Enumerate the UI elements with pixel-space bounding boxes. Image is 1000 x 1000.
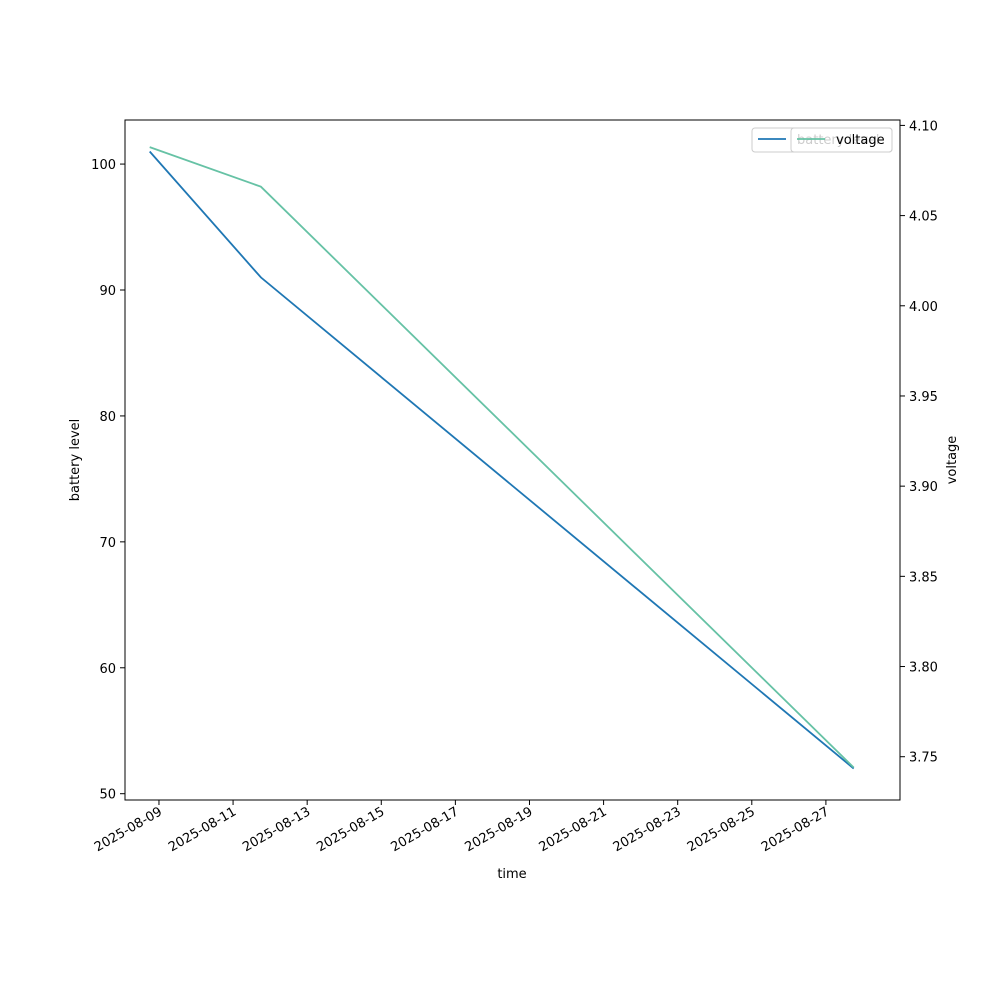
- y2-tick-label: 4.10: [909, 119, 938, 134]
- x-tick-label: 2025-08-17: [388, 804, 461, 855]
- y2-axis-title: voltage: [945, 436, 960, 485]
- y-axis-right: 3.75 3.80 3.85 3.90 3.95 4.00 4.05 4.10: [900, 119, 938, 766]
- x-tick-label: 2025-08-27: [759, 804, 832, 855]
- y2-tick-label: 3.90: [909, 480, 938, 495]
- y-axis-left: 50 60 70 80 90 100: [91, 158, 125, 803]
- y2-tick-label: 3.75: [909, 751, 938, 766]
- x-tick-label: 2025-08-13: [240, 804, 313, 855]
- y2-tick-label: 3.95: [909, 390, 938, 405]
- y-tick-label: 60: [99, 662, 116, 677]
- legend-box-voltage: [790, 127, 893, 153]
- y2-tick-label: 4.00: [909, 300, 938, 315]
- y2-tick-label: 3.85: [909, 570, 938, 585]
- y-tick-label: 90: [99, 284, 116, 299]
- x-tick-label: 2025-08-19: [463, 804, 536, 855]
- x-tick-label: 2025-08-21: [537, 804, 610, 855]
- legend-label-voltage: voltage: [836, 133, 885, 148]
- y-tick-label: 100: [91, 158, 116, 173]
- y-tick-label: 70: [99, 536, 116, 551]
- x-axis: 2025-08-09 2025-08-11 2025-08-13 2025-08-15…: [92, 800, 832, 855]
- plot-frame: [124, 119, 901, 801]
- x-tick-label: 2025-08-23: [611, 804, 684, 855]
- y-tick-label: 50: [99, 788, 116, 803]
- y2-tick-label: 3.80: [909, 661, 938, 676]
- y2-tick-label: 4.05: [909, 210, 938, 225]
- x-tick-label: 2025-08-09: [92, 804, 165, 855]
- series-layer: [149, 146, 855, 770]
- y-tick-label: 80: [99, 410, 116, 425]
- series-line-voltage: [149, 146, 855, 769]
- series-line-battery-level: [149, 150, 855, 770]
- x-tick-label: 2025-08-25: [685, 804, 758, 855]
- x-tick-label: 2025-08-11: [166, 804, 239, 855]
- x-tick-label: 2025-08-15: [314, 804, 387, 855]
- y-axis-title: battery level: [68, 419, 83, 502]
- x-axis-title: time: [497, 867, 526, 882]
